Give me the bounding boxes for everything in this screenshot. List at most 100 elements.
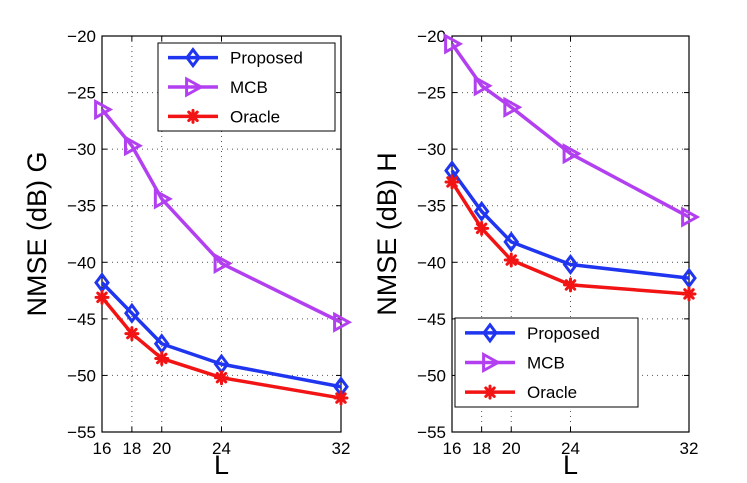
x-tick-label: 32 [680,439,699,458]
data-point-oracle [333,390,349,406]
data-point-mcb-shape [123,135,143,157]
y-tick-label: −30 [67,140,96,159]
data-point-proposed-shape [681,267,697,289]
legend-marker-proposed-shape [482,322,498,344]
data-point-mcb-shape [94,98,114,121]
series-line-mcb [100,108,342,324]
data-point-mcb [123,135,143,157]
legend-marker-proposed [185,47,201,69]
legend-marker-oracle-stroke [484,386,496,398]
data-point-oracle [124,326,140,342]
legend-marker-mcb [185,76,205,98]
y-tick-label: −30 [417,140,446,159]
y-tick-label: −40 [417,253,446,272]
legend-marker-oracle [185,108,201,124]
data-point-oracle [681,286,697,302]
data-point-proposed [503,231,520,253]
series-proposed [444,160,697,289]
data-point-proposed [681,267,697,289]
data-point-oracle-stroke [475,222,488,235]
data-point-proposed-shape [562,254,579,276]
y-tick-label: −20 [67,27,96,46]
data-point-oracle-stroke [335,392,347,404]
data-point-mcb-shape [473,75,493,97]
data-point-oracle-stroke [215,371,228,384]
y-tick-label: −45 [417,310,446,329]
legend-marker-mcb [482,351,502,374]
y-tick-label: −50 [417,366,446,385]
series-proposed [94,272,349,398]
data-point-oracle [503,252,519,268]
x-tick-label: 16 [93,439,112,458]
data-point-mcb [473,75,493,97]
x-tick-label: 24 [212,439,231,458]
y-tick-label: −50 [67,366,96,385]
data-point-proposed-shape [473,200,490,222]
data-point-oracle-stroke [564,279,577,291]
data-point-mcb-shape [562,143,582,165]
data-point-oracle-stroke [126,327,138,340]
data-point-mcb-shape [503,96,523,118]
legend: Proposed MCB Oracle [157,42,336,132]
data-point-oracle-stroke [96,291,108,304]
data-point-oracle [444,174,460,190]
series-mcb [94,98,353,333]
legend-label-proposed: Proposed [230,49,303,68]
data-point-oracle-stroke [446,176,458,188]
x-tick-label: 16 [443,439,462,458]
data-point-mcb [94,98,114,121]
data-point-mcb [562,143,582,165]
x-tick-label: 20 [502,439,521,458]
legend-marker-proposed-shape [185,47,201,69]
legend-label-mcb: MCB [527,354,565,373]
y-tick-label: −35 [67,197,96,216]
data-point-mcb [333,311,353,333]
legend-marker-oracle [482,384,498,400]
y-tick-label: −40 [67,253,96,272]
data-point-oracle [474,220,490,236]
legend: Proposed MCB Oracle [454,317,639,408]
data-point-proposed-shape [124,302,140,324]
legend-marker-oracle-stroke [187,110,199,123]
series-line-mcb [450,42,690,219]
data-point-mcb [153,188,173,210]
y-tick-label: −35 [417,197,446,216]
legend-label-mcb: MCB [230,78,268,97]
x-tick-label: 32 [332,439,351,458]
series-oracle [94,289,349,406]
legend-marker-mcb-shape [482,351,502,374]
y-tick-label: −45 [67,310,96,329]
data-point-mcb-shape [213,252,233,274]
data-point-oracle-stroke [156,352,168,365]
legend-label-oracle: Oracle [230,107,280,126]
legend-label-oracle: Oracle [527,383,577,402]
data-point-oracle-stroke [683,288,695,300]
data-point-mcb [213,252,233,274]
y-tick-label: −55 [67,423,96,442]
data-point-oracle [563,277,578,293]
series-line-proposed [100,281,342,389]
data-point-mcb [503,96,523,118]
data-point-mcb-shape [153,188,173,210]
y-tick-label: −20 [417,27,446,46]
x-tick-label: 18 [472,439,491,458]
legend-marker-mcb-shape [185,76,205,98]
x-tick-label: 18 [122,439,141,458]
data-point-mcb [444,33,464,55]
series-line-proposed [450,169,690,280]
series-mcb [444,33,701,228]
data-point-oracle-stroke [505,254,517,266]
y-tick-label: −55 [417,423,446,442]
data-point-mcb-shape [444,33,464,55]
data-point-oracle [214,370,229,386]
data-point-mcb-shape [681,206,701,228]
x-axis-label: L [563,450,578,480]
data-point-mcb [681,206,701,228]
x-tick-label: 24 [561,439,580,458]
x-axis-label: L [214,450,229,480]
data-point-proposed [562,254,579,276]
y-tick-label: −25 [417,84,446,103]
data-point-oracle [94,289,110,305]
y-axis-label: NMSE (dB) H [372,152,402,316]
